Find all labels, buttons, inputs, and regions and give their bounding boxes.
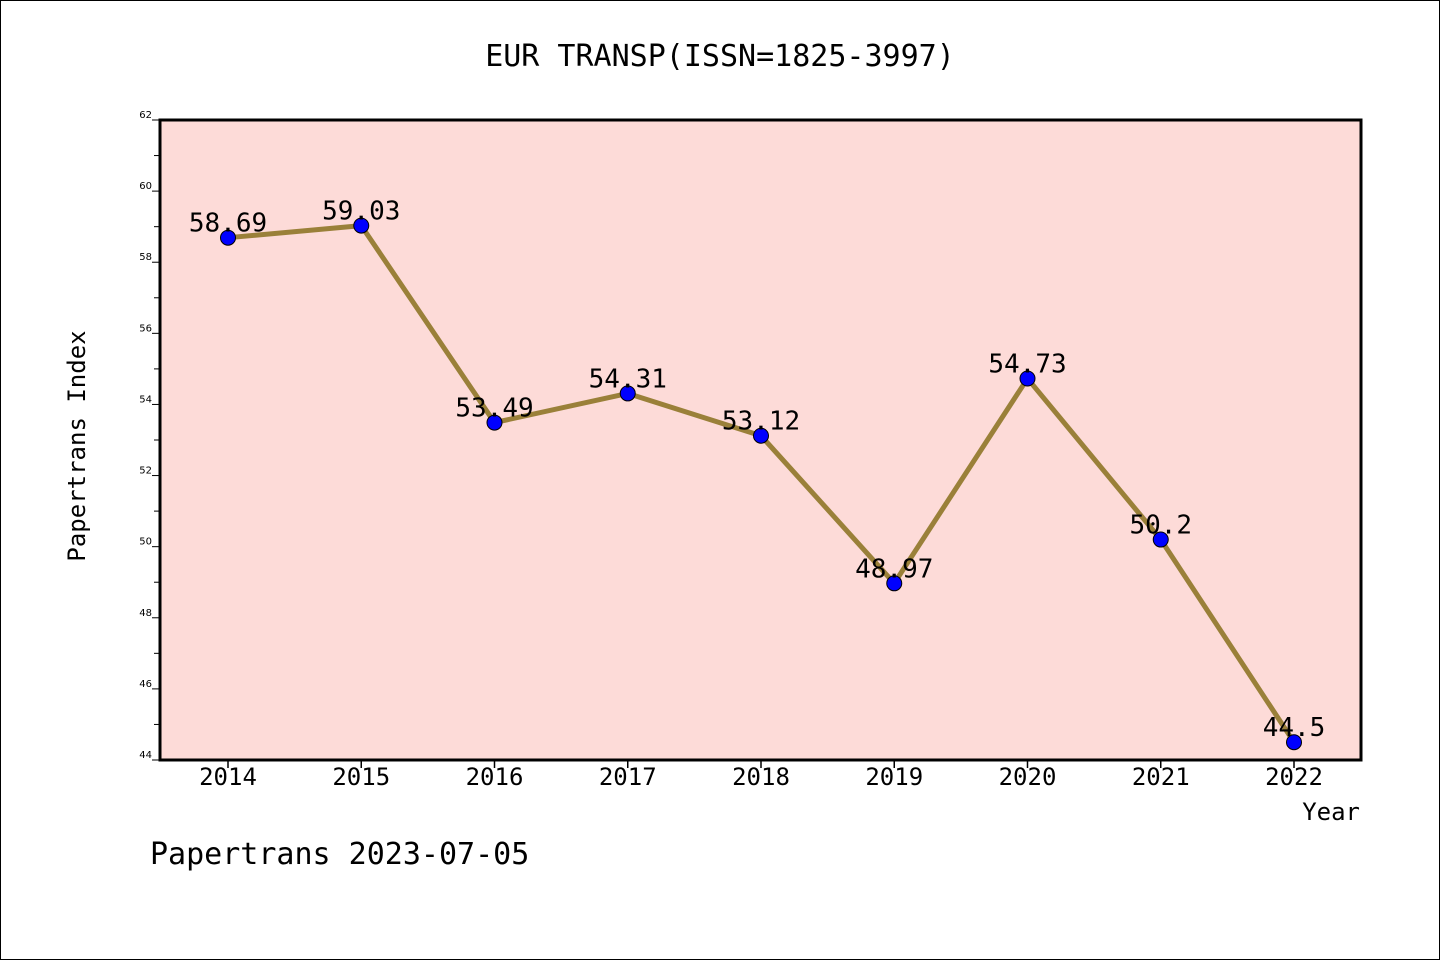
- plot-border: [158, 118, 1363, 762]
- data-labels: 58.69 59.03 53.49 54.31 53.12 48.97 54.73 50.2 4…: [189, 197, 1325, 744]
- data-point: [619, 385, 636, 402]
- y-tick-label: 44: [139, 750, 152, 761]
- data-label: 50.2: [1129, 511, 1192, 541]
- data-point: [353, 217, 370, 234]
- y-tick-label: 62: [139, 110, 152, 121]
- y-tick-label: 56: [139, 323, 152, 334]
- x-tick-label: 2015: [332, 763, 390, 791]
- x-tick-label: 2021: [1132, 763, 1190, 791]
- data-label: 58.69: [189, 209, 267, 239]
- x-tick-label: 2014: [199, 763, 257, 791]
- y-tick-label: 60: [139, 181, 152, 192]
- data-point: [753, 427, 769, 444]
- data-label: 53.12: [722, 407, 800, 437]
- y-tick-label: 54: [139, 394, 152, 405]
- y-tick-label: 48: [139, 608, 152, 619]
- x-tick-label: 2020: [999, 763, 1057, 791]
- x-axis: 2014 2015 2016 2017 2018 2019 2020 2021 2022: [199, 760, 1323, 791]
- chart-title: EUR TRANSP(ISSN=1825-3997): [485, 39, 955, 74]
- data-point: [1152, 531, 1169, 548]
- y-axis-title: Papertrans Index: [63, 330, 91, 561]
- data-label: 48.97: [855, 554, 933, 584]
- x-tick-label: 2022: [1265, 763, 1323, 791]
- data-point: [1286, 734, 1302, 751]
- x-axis-title: Year: [1302, 798, 1360, 826]
- data-label: 54.31: [589, 364, 667, 394]
- y-tick-label: 50: [139, 537, 152, 548]
- data-markers: [220, 217, 1302, 751]
- data-label: 44.5: [1263, 713, 1326, 743]
- y-tick-label: 58: [139, 252, 152, 263]
- data-label: 54.73: [988, 349, 1066, 379]
- x-tick-label: 2018: [732, 763, 790, 791]
- data-point: [220, 229, 236, 246]
- x-tick-label: 2019: [865, 763, 923, 791]
- y-tick-label: 46: [139, 679, 152, 690]
- data-point: [1019, 370, 1036, 387]
- footer-text: Papertrans 2023-07-05: [150, 837, 529, 872]
- data-label: 59.03: [322, 197, 400, 227]
- y-axis: 44 46 48 50 52 54 56 58 60 62: [139, 110, 160, 761]
- x-tick-label: 2017: [599, 763, 657, 791]
- y-tick-label: 52: [139, 466, 152, 477]
- x-tick-label: 2016: [466, 763, 524, 791]
- data-point: [486, 414, 503, 431]
- data-point: [886, 575, 903, 592]
- data-label: 53.49: [455, 394, 533, 424]
